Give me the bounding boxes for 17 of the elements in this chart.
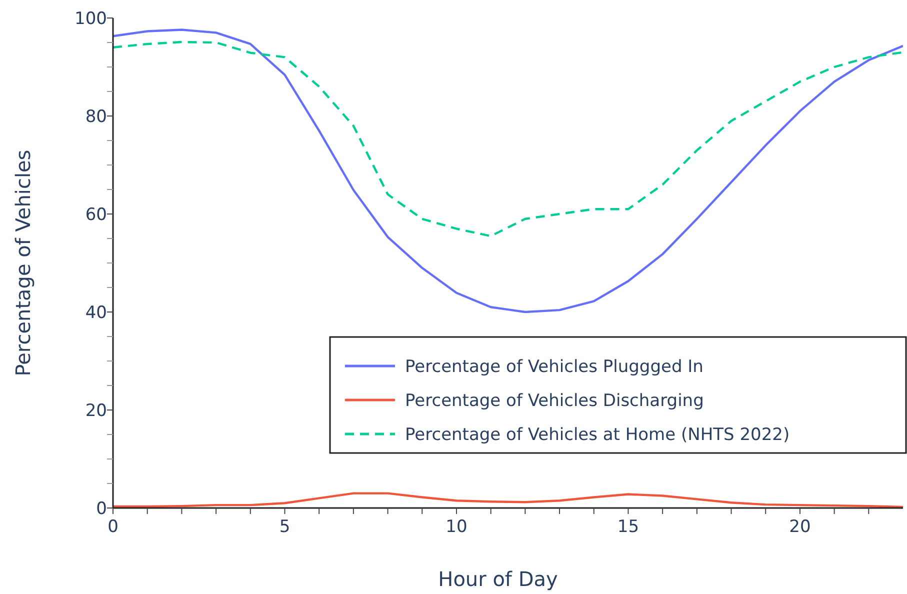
y-tick-label: 80 [85, 107, 107, 127]
legend-label: Percentage of Vehicles Discharging [405, 391, 704, 411]
y-axis-title: Percentage of Vehicles [11, 150, 35, 376]
y-tick-label: 60 [85, 205, 107, 225]
x-axis-title: Hour of Day [438, 567, 558, 591]
line-series [113, 28, 903, 314]
y-tick-label: 100 [74, 9, 107, 29]
y-tick-label: 40 [85, 303, 107, 323]
x-tick-label: 20 [789, 517, 811, 537]
y-tick-label: 0 [96, 499, 107, 519]
legend-label: Percentage of Vehicles at Home (NHTS 2022) [405, 425, 790, 445]
x-tick-label: 10 [446, 517, 468, 537]
x-tick-label: 15 [617, 517, 640, 537]
y-tick-label: 20 [85, 401, 107, 421]
legend-label: Percentage of Vehicles Pluggged In [405, 357, 704, 377]
x-tick-label: 5 [279, 517, 290, 537]
line-series [113, 40, 903, 238]
